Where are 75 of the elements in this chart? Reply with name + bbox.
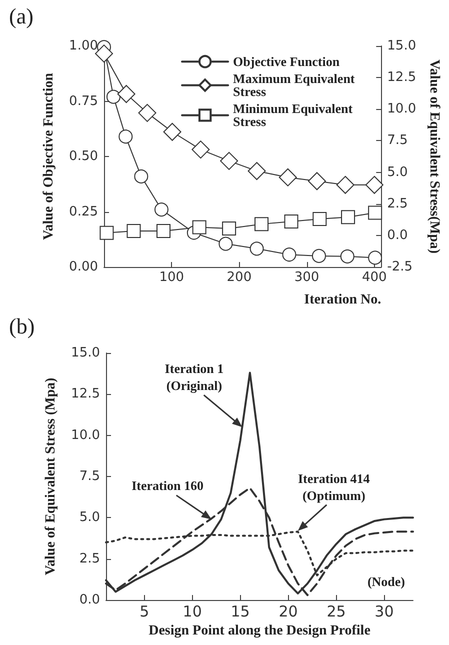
point xyxy=(278,168,297,186)
x-tick-label: 10 xyxy=(182,602,202,620)
point xyxy=(154,202,168,217)
point xyxy=(126,224,141,238)
y-tick-label: 0.00 xyxy=(69,260,98,274)
point xyxy=(118,130,133,144)
point xyxy=(117,84,136,103)
y2-tick-label: 10.0 xyxy=(387,102,416,117)
point xyxy=(312,212,327,226)
point xyxy=(163,122,182,141)
point xyxy=(340,249,354,264)
x-tick-label: 15 xyxy=(230,602,250,620)
chart-title: (b) xyxy=(9,314,35,338)
x-tick-label: 300 xyxy=(294,270,320,285)
x-tick-label: 25 xyxy=(326,602,346,620)
y-tick-label: 10.0 xyxy=(71,428,100,443)
y-tick-label: 0.0 xyxy=(79,592,100,608)
y2-tick-label: 2.5 xyxy=(387,196,408,212)
x-tick-label: 100 xyxy=(159,270,184,285)
legend-label: Minimum Equivalent Stress xyxy=(233,101,356,130)
y2-tick-label: 7.5 xyxy=(387,133,408,148)
point xyxy=(138,104,156,122)
point xyxy=(368,206,382,220)
chart-title: (a) xyxy=(9,4,34,28)
y-tick-label: 2.5 xyxy=(79,551,100,566)
point xyxy=(312,248,326,263)
line-series xyxy=(105,372,414,594)
annotation: Iteration 160 xyxy=(132,478,204,493)
point xyxy=(134,169,148,184)
x-tick-label: 30 xyxy=(374,602,394,620)
point xyxy=(220,152,238,170)
annotation: Iteration 1 (Original) xyxy=(164,361,224,394)
point xyxy=(248,162,266,180)
y2-tick-label: -2.5 xyxy=(387,260,413,274)
y-tick-label: 0.25 xyxy=(69,204,98,220)
point xyxy=(100,226,114,240)
x-tick-label: 20 xyxy=(278,602,298,620)
y2-axis-title: Value of Equivalent Stress(Mpa) xyxy=(426,59,442,254)
y-axis-title: Value of Objective Function xyxy=(42,72,56,240)
point xyxy=(192,140,210,159)
y-axis-title: Value of Equivalent Stress (Mpa) xyxy=(44,377,58,576)
point xyxy=(218,236,233,251)
x-tick-label: 5 xyxy=(140,602,150,620)
y-tick-label: 1.00 xyxy=(69,38,98,54)
point xyxy=(222,221,236,236)
y2-tick-label: 15.0 xyxy=(387,38,416,54)
x-tick-label: 400 xyxy=(362,270,387,285)
y-tick-label: 5.0 xyxy=(79,510,100,526)
point xyxy=(192,220,206,234)
point xyxy=(308,172,326,190)
point xyxy=(336,176,354,194)
point xyxy=(254,217,269,232)
point xyxy=(156,224,170,238)
point xyxy=(282,248,296,262)
x-axis-title: Iteration No. xyxy=(304,292,382,308)
y-tick-label: 0.50 xyxy=(69,149,98,164)
y-tick-label: 0.75 xyxy=(69,94,98,109)
annotation: Iteration 414 (Optimum) xyxy=(298,470,370,503)
legend-label: Maximum Equivalent Stress xyxy=(233,71,358,100)
x-tick-label: 200 xyxy=(226,270,252,285)
x-axis-title: Design Point along the Design Profile xyxy=(148,624,370,638)
legend-label: Objective Function xyxy=(233,54,340,70)
point xyxy=(368,250,382,265)
y2-tick-label: 5.0 xyxy=(387,164,408,180)
point xyxy=(250,242,264,256)
point xyxy=(106,90,120,104)
y-tick-label: 12.5 xyxy=(71,386,100,402)
point xyxy=(341,210,356,224)
point xyxy=(284,214,298,229)
y2-tick-label: 0.0 xyxy=(387,228,408,243)
y2-tick-label: 12.5 xyxy=(387,70,416,86)
point xyxy=(365,176,384,194)
annotation: (Node) xyxy=(367,574,405,589)
y-tick-label: 7.5 xyxy=(79,469,100,484)
y-tick-label: 15.0 xyxy=(71,346,100,360)
